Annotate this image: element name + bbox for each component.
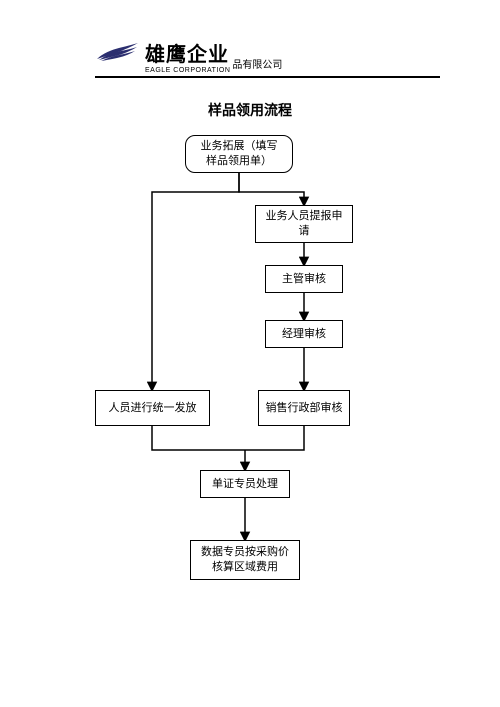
flow-node-n5: 销售行政部审核 <box>258 390 350 426</box>
flow-node-n2: 业务人员提报申请 <box>255 205 353 243</box>
flow-node-n3: 主管审核 <box>265 265 343 293</box>
flow-edge-n1-n6 <box>152 173 239 390</box>
flow-edge-n6-j1 <box>152 426 245 450</box>
flow-node-n6: 人员进行统一发放 <box>95 390 210 426</box>
flow-node-n7: 单证专员处理 <box>200 470 290 498</box>
flow-node-n8: 数据专员按采购价核算区域费用 <box>190 540 300 580</box>
flow-edge-n1-n2 <box>239 173 304 205</box>
flow-node-n4: 经理审核 <box>265 320 343 348</box>
flow-node-n1: 业务拓展（填写样品领用单） <box>185 135 293 173</box>
flowchart-edges <box>0 0 500 707</box>
flow-edge-n5-j1 <box>245 426 304 450</box>
